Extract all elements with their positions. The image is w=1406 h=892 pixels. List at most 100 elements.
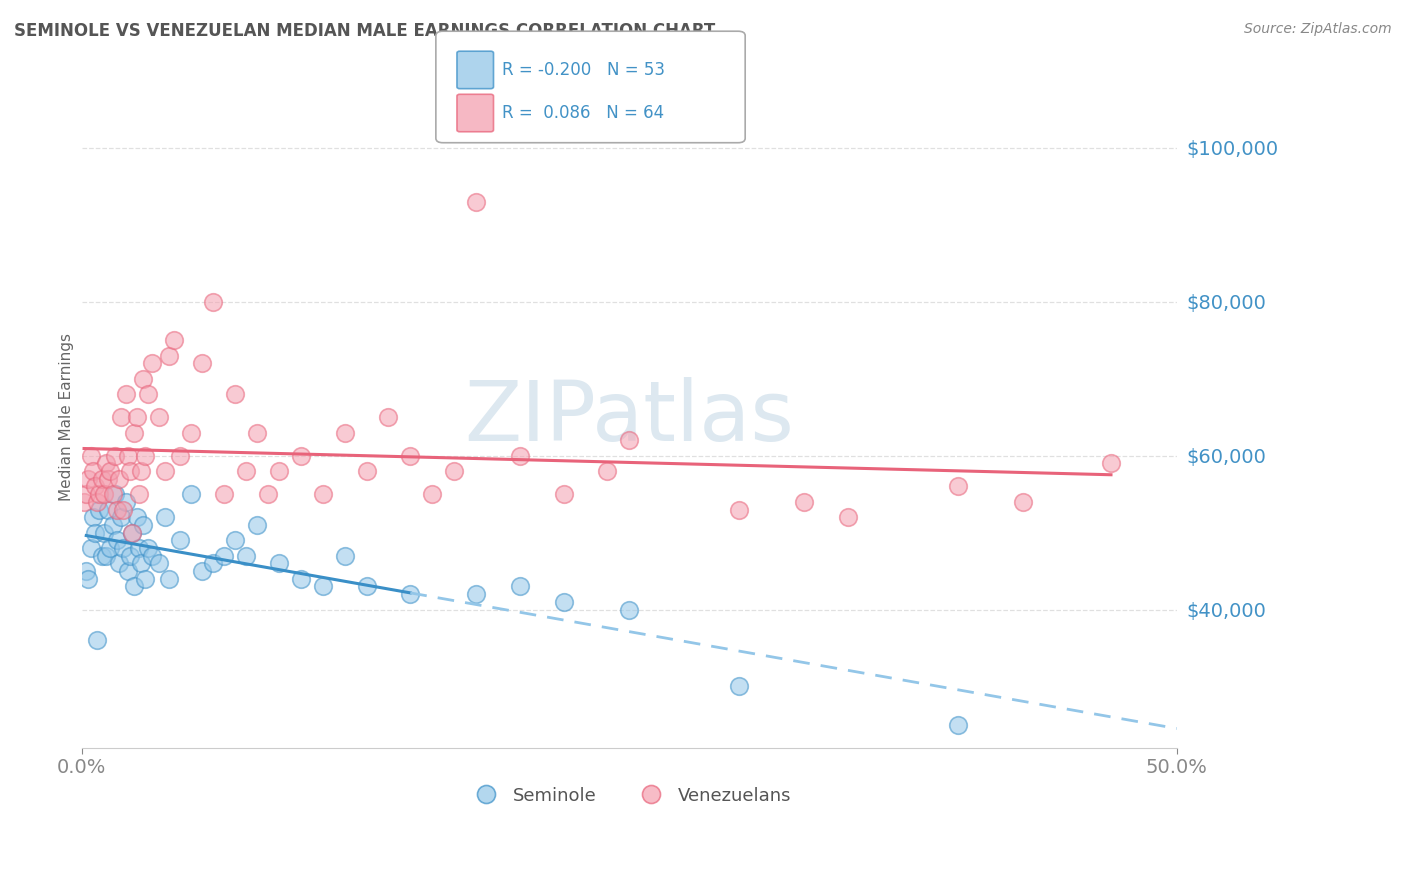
Point [125,410,148,425]
Point [246,425,269,440]
Point [180,487,202,501]
Point [290,572,312,586]
Point [73,495,96,509]
Point [129,464,152,478]
Point [134,572,156,586]
Point [465,194,488,209]
Point [121,525,143,540]
Point [93,525,115,540]
Point [169,533,191,548]
Point [356,579,378,593]
Point [465,587,488,601]
Point [117,564,139,578]
Point [163,333,186,347]
Point [75,487,97,501]
Point [105,533,128,548]
Point [159,349,181,363]
Point [553,487,575,501]
Point [84,525,107,540]
Point [420,487,443,501]
Point [134,449,156,463]
Point [290,449,312,463]
Text: ZIPatlas: ZIPatlas [464,376,794,458]
Point [132,517,155,532]
Point [333,425,356,440]
Point [619,602,641,616]
Point [104,449,127,463]
Point [128,487,150,501]
Text: Source: ZipAtlas.com: Source: ZipAtlas.com [1244,22,1392,37]
Point [399,587,422,601]
Point [1099,456,1122,470]
Text: R =  0.086   N = 64: R = 0.086 N = 64 [502,103,664,121]
Y-axis label: Median Male Earnings: Median Male Earnings [59,334,73,501]
Point [125,510,148,524]
Point [117,449,139,463]
Point [257,487,280,501]
Point [153,464,176,478]
Point [77,472,100,486]
Point [110,510,132,524]
Point [114,387,136,401]
Point [98,541,121,555]
Point [112,541,135,555]
Point [82,464,104,478]
Point [101,487,124,501]
Point [94,549,117,563]
Point [77,572,100,586]
Point [553,595,575,609]
Point [108,557,131,571]
Point [235,464,257,478]
Point [84,479,107,493]
Point [180,425,202,440]
Point [159,572,181,586]
Point [104,487,127,501]
Point [191,356,214,370]
Point [333,549,356,563]
Point [509,579,531,593]
Point [399,449,422,463]
Point [129,557,152,571]
Text: R = -0.200   N = 53: R = -0.200 N = 53 [502,61,665,78]
Point [619,434,641,448]
Point [82,510,104,524]
Point [132,372,155,386]
Point [89,487,111,501]
Point [141,356,163,370]
Point [118,464,141,478]
Point [98,464,121,478]
Point [148,410,170,425]
Point [727,680,749,694]
Point [356,464,378,478]
Point [110,410,132,425]
Point [97,502,120,516]
Point [136,387,159,401]
Point [837,510,859,524]
Point [94,456,117,470]
Point [79,449,101,463]
Text: SEMINOLE VS VENEZUELAN MEDIAN MALE EARNINGS CORRELATION CHART: SEMINOLE VS VENEZUELAN MEDIAN MALE EARNI… [14,22,716,40]
Point [90,549,112,563]
Point [443,464,465,478]
Point [79,541,101,555]
Point [727,502,749,516]
Point [377,410,399,425]
Point [108,472,131,486]
Point [93,487,115,501]
Point [141,549,163,563]
Point [105,502,128,516]
Point [224,533,246,548]
Point [267,557,290,571]
Point [509,449,531,463]
Point [75,564,97,578]
Point [212,487,235,501]
Point [202,294,225,309]
Point [312,579,335,593]
Point [191,564,214,578]
Point [86,495,108,509]
Point [89,502,111,516]
Point [128,541,150,555]
Point [112,502,135,516]
Point [202,557,225,571]
Point [793,495,815,509]
